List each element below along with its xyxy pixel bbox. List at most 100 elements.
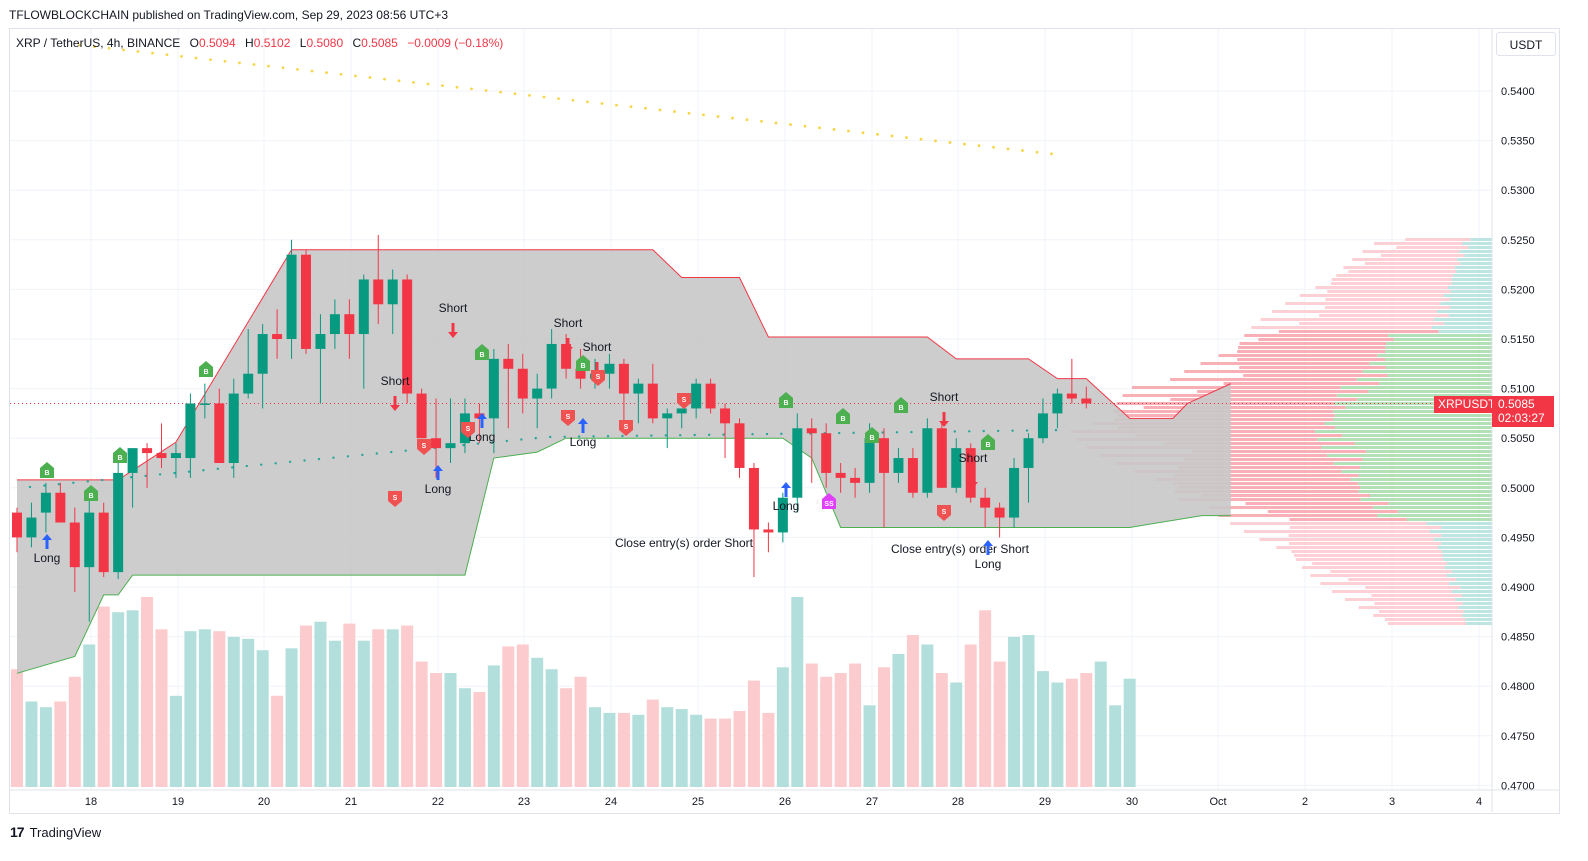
volume-bar — [126, 610, 139, 787]
profile-sell-bar — [1327, 290, 1451, 293]
candle-body — [156, 453, 167, 459]
teal-dot — [491, 441, 494, 444]
profile-sell-bar — [1385, 618, 1466, 621]
yellow-dot — [107, 46, 111, 50]
teal-dot — [679, 434, 682, 437]
profile-sell-bar — [1373, 614, 1463, 617]
teal-dot — [476, 442, 480, 445]
volume-bar — [516, 644, 529, 787]
profile-sell-bar — [1295, 558, 1443, 561]
teal-dot — [520, 438, 523, 441]
profile-buy-bar — [1441, 542, 1492, 545]
volume-bar — [458, 688, 471, 787]
candle-body — [806, 428, 817, 434]
yellow-dot — [890, 134, 894, 138]
candle-body — [387, 279, 398, 305]
tradingview-logo[interactable]: 17 TradingView — [10, 824, 101, 840]
yellow-dot — [339, 72, 343, 76]
yellow-dot — [397, 79, 401, 83]
volume-bar — [776, 667, 789, 787]
yellow-dot — [252, 63, 256, 66]
profile-buy-bar — [1362, 370, 1492, 373]
volume-bar — [68, 676, 81, 787]
volume-bar — [256, 650, 269, 787]
signal-label: Long — [469, 430, 496, 444]
x-tick-label: 26 — [779, 796, 791, 808]
buy-badge-icon — [84, 485, 98, 501]
teal-dot — [722, 433, 725, 436]
yellow-dot — [919, 137, 923, 141]
symbol-legend[interactable]: XRP / TetherUS, 4h, BINANCE O0.5094 H0.5… — [16, 36, 503, 50]
x-tick-label: 25 — [692, 796, 704, 808]
candle-body — [26, 517, 37, 538]
candle-body — [127, 448, 138, 473]
candle-body — [922, 428, 933, 493]
x-tick-label: 28 — [952, 796, 964, 808]
profile-sell-bar — [1358, 606, 1459, 609]
profile-buy-bar — [1334, 414, 1492, 417]
sell-badge-icon — [937, 505, 951, 521]
badge-text: S — [942, 509, 947, 516]
volume-bar — [213, 631, 226, 787]
publisher-credit: TFLOWBLOCKCHAIN published on TradingView… — [9, 8, 449, 22]
tradingview-logo-text: TradingView — [29, 824, 102, 840]
profile-buy-bar — [1455, 598, 1492, 601]
last-price-value: 0.5085 — [1498, 397, 1535, 411]
volume-bar — [675, 709, 688, 787]
symbol-name[interactable]: XRP / TetherUS, 4h, BINANCE — [16, 36, 181, 50]
profile-sell-bar — [1364, 262, 1461, 265]
currency-button[interactable]: USDT — [1496, 32, 1556, 56]
volume-bar — [502, 646, 515, 787]
buy-badge-icon — [199, 361, 213, 377]
signal-label: Close entry(s) order Short — [891, 542, 1030, 556]
yellow-dot — [223, 59, 227, 63]
yellow-dot — [1006, 147, 1010, 151]
yellow-dot — [1050, 152, 1053, 156]
candle-body — [1052, 393, 1063, 414]
profile-sell-bar — [1332, 590, 1453, 593]
profile-sell-bar — [1302, 566, 1445, 569]
yellow-dot — [789, 123, 792, 126]
profile-buy-bar — [1462, 614, 1492, 617]
long-arrow-icon — [477, 413, 487, 428]
volume-bar — [646, 699, 659, 787]
buy-badge-icon — [981, 434, 995, 450]
candle-body — [503, 358, 514, 369]
profile-sell-bar — [1387, 622, 1466, 625]
yellow-dot — [963, 142, 966, 146]
volume-bar — [487, 665, 500, 787]
high-key: H — [245, 36, 254, 50]
profile-sell-bar — [1201, 494, 1371, 497]
volume-bar — [719, 718, 732, 787]
profile-sell-bar — [1197, 390, 1369, 393]
profile-buy-bar — [1356, 398, 1492, 401]
volume-bar — [357, 640, 370, 787]
teal-dot — [751, 433, 754, 436]
profile-sell-bar — [1325, 298, 1451, 301]
yellow-dot — [310, 69, 314, 73]
profile-buy-bar — [1384, 350, 1492, 353]
teal-dot — [390, 450, 393, 454]
profile-sell-bar — [1362, 250, 1460, 253]
teal-dot — [43, 484, 46, 487]
profile-sell-bar — [1155, 478, 1351, 481]
profile-sell-bar — [1324, 306, 1451, 309]
yellow-dot — [600, 102, 604, 105]
candle-body — [951, 448, 962, 488]
open-value: 0.5094 — [198, 36, 236, 50]
candle-body — [980, 497, 991, 508]
yellow-dot — [528, 93, 531, 97]
candle-body — [777, 497, 788, 533]
volume-bar — [54, 701, 67, 787]
profile-buy-bar — [1365, 450, 1492, 453]
candle-body — [633, 383, 644, 394]
badge-text: B — [479, 352, 484, 359]
badge-text: S — [624, 424, 629, 431]
profile-buy-bar — [1438, 546, 1492, 549]
yellow-dot — [513, 92, 517, 96]
volume-bar — [733, 711, 746, 787]
yellow-dot — [818, 126, 821, 130]
teal-dot — [361, 453, 364, 457]
volume-bar — [906, 635, 919, 787]
